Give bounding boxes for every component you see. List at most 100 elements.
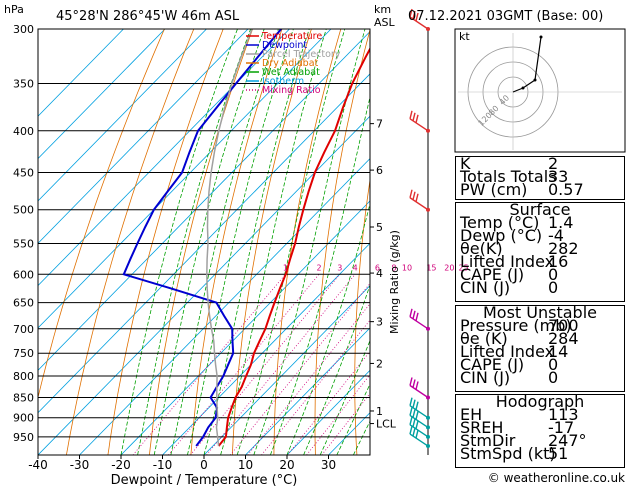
- mixing-ratio-label: 1: [283, 263, 288, 272]
- hodograph-table-row: StmSpd (kt) 51: [460, 444, 569, 463]
- hodograph-point: [539, 35, 543, 39]
- legend-entry: Mixing Ratio: [262, 85, 321, 96]
- altitude-tick-label: 1: [376, 405, 383, 418]
- wind-barb-flag: [412, 379, 416, 388]
- wind-barb: [409, 308, 430, 331]
- wind-barb: [409, 189, 430, 212]
- wind-barb-flag: [415, 429, 419, 439]
- isotherm-line: [286, 369, 370, 455]
- mixing-ratio-label: 8: [391, 263, 396, 272]
- pressure-tick-label: 700: [13, 323, 34, 336]
- wind-barb-flag: [415, 193, 419, 202]
- hodograph-table-row: SREH -17: [460, 418, 575, 437]
- temperature-tick-label: -30: [70, 458, 90, 472]
- mixing-ratio-label: 10: [402, 263, 412, 272]
- mixing-ratio-line: [168, 273, 320, 455]
- most-unstable-row: Lifted Index 14: [460, 342, 569, 361]
- isotherm-line: [38, 30, 370, 371]
- surface-title: Surface: [509, 200, 571, 219]
- wet-adiabat-line: [153, 29, 265, 455]
- surface-row: θe(K) 282: [460, 239, 579, 258]
- x-axis-title: Dewpoint / Temperature (°C): [111, 473, 298, 486]
- mixing-ratio-label: 4: [353, 263, 358, 272]
- altitude-tick-label: 6: [376, 164, 383, 177]
- wind-barb-flag: [415, 401, 419, 410]
- indices-row-totals: Totals Totals 33: [460, 167, 569, 186]
- pressure-tick-label: 800: [13, 370, 34, 383]
- wind-barb: [409, 8, 430, 31]
- mixing-ratio-line: [132, 273, 286, 455]
- temperature-tick-label: -10: [153, 458, 173, 472]
- hodograph-table-row: EH 113: [460, 405, 579, 424]
- wind-barb: [409, 407, 430, 430]
- mixing-ratio-label: 6: [375, 263, 380, 272]
- dry-adiabat-line: [66, 29, 195, 455]
- wind-barb-flag: [412, 427, 416, 437]
- wind-barb-flag: [412, 418, 416, 428]
- hodograph-trace: [512, 36, 542, 93]
- legend-entry: Dry Adiabat: [262, 58, 319, 69]
- legend-entry: Dewpoint: [262, 40, 307, 51]
- wind-barb-flag: [415, 312, 419, 321]
- series-parcel-trajectory-line: [206, 29, 253, 447]
- wind-barb-flag: [415, 114, 419, 123]
- wind-barb-flag: [415, 411, 419, 420]
- most-unstable-row: CIN (J) 0: [460, 368, 559, 387]
- temperature-tick-label: 0: [200, 458, 208, 472]
- wind-barb-flag: [409, 8, 413, 18]
- isotherm-line: [245, 327, 370, 455]
- mixing-ratio-label: 25: [459, 263, 469, 272]
- mixing-ratio-line: [190, 274, 341, 455]
- wind-barb-flag: [412, 10, 416, 20]
- wet-adiabat-line: [170, 29, 279, 455]
- temperature-tick-label: 30: [321, 458, 336, 472]
- isotherm-line: [120, 200, 370, 455]
- wind-barb-flag: [415, 381, 419, 390]
- isotherm-line: [38, 29, 332, 329]
- altitude-tick-label: 7: [376, 118, 383, 131]
- surface-row: Dewp (°C) -4: [460, 226, 564, 245]
- hodograph-table-title: Hodograph: [495, 392, 585, 411]
- wind-barb-flag: [409, 407, 413, 416]
- pressure-tick-label: 650: [13, 297, 34, 310]
- pressure-tick-label: 900: [13, 412, 34, 425]
- wind-barb: [409, 425, 430, 449]
- wind-barb-flag: [415, 420, 419, 430]
- surface-row: CAPE (J) 0: [460, 265, 559, 284]
- hodograph-point: [521, 86, 525, 90]
- legend-entry: Isotherm: [262, 76, 304, 87]
- hodograph-table-box: Hodograph EH 113 SREH -17 StmDir 247° StmSp…: [455, 394, 625, 468]
- wind-barb: [409, 397, 430, 420]
- isotherm-line: [162, 242, 370, 455]
- altitude-tick-label: LCL: [376, 418, 397, 431]
- wind-barb-flag: [409, 425, 413, 435]
- isotherm-line: [38, 29, 124, 117]
- height-unit-label: km: [374, 3, 391, 16]
- isotherm-line: [38, 29, 249, 244]
- wind-barb: [409, 377, 430, 400]
- surface-row: Lifted Index 16: [460, 252, 569, 271]
- mixing-ratio-label: 2: [317, 263, 322, 272]
- pressure-unit-label: hPa: [4, 3, 24, 16]
- wet-adiabat-line: [120, 29, 238, 455]
- temperature-tick-label: 10: [238, 458, 253, 472]
- wind-barb: [409, 416, 430, 439]
- temperature-tick-label: -40: [28, 458, 48, 472]
- wind-barb-flag: [412, 409, 416, 418]
- wind-barb-flag: [409, 110, 413, 119]
- indices-row-pw: PW (cm) 0.57: [460, 180, 584, 199]
- height-unit-asl-label: ASL: [374, 16, 396, 29]
- location-label: 45°28'N 286°45'W 46m ASL: [56, 9, 240, 24]
- mixing-ratio-labels: 1 2 3 4 6 8 10 15 20 25: [283, 263, 469, 272]
- surface-row: Temp (°C) 1.4: [460, 213, 574, 232]
- hodograph-table-row: StmDir 247°: [460, 431, 587, 450]
- legend-entry: Temperature: [261, 31, 322, 42]
- datetime-label: 07.12.2021 03GMT (Base: 00): [408, 9, 603, 24]
- altitude-tick-label: 3: [376, 316, 383, 329]
- wind-barb-flag: [412, 310, 416, 319]
